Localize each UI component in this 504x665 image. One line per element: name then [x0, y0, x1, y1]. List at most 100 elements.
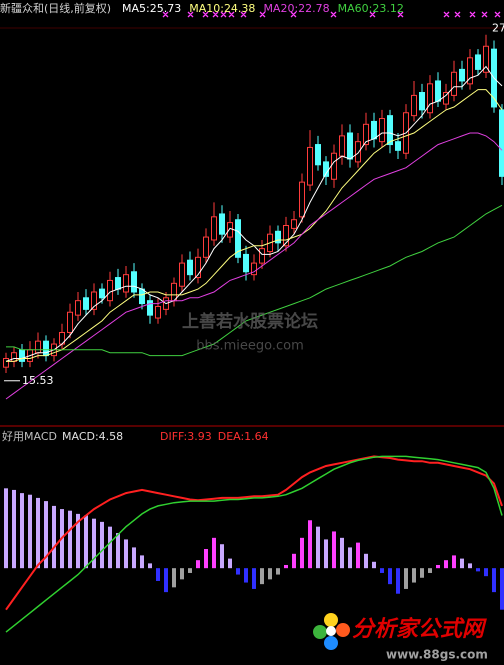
- macd-bar: [52, 505, 56, 569]
- candle-body: [355, 141, 361, 163]
- macd-bar: [420, 568, 424, 578]
- candle-body: [91, 291, 97, 310]
- legend-entry: DEA:1.64: [218, 430, 269, 443]
- candle-body: [251, 262, 257, 276]
- candle-body: [155, 305, 161, 319]
- candle-body: [475, 54, 481, 70]
- legend-entry: MACD:4.58: [62, 430, 123, 443]
- legend-entry: MA5:25.73: [122, 2, 181, 15]
- macd-bar: [284, 564, 288, 569]
- candle-body: [291, 219, 297, 229]
- macd-bar: [308, 520, 312, 569]
- macd-bar: [220, 544, 224, 569]
- candle-body: [43, 340, 49, 357]
- candle-body: [387, 115, 393, 146]
- ma-line: [6, 89, 503, 362]
- candle-body: [419, 92, 425, 111]
- macd-line: [5, 455, 503, 611]
- macd-bar: [116, 533, 120, 569]
- macd-bar: [148, 563, 152, 569]
- macd-bar: [140, 555, 144, 569]
- macd-bar: [76, 513, 80, 569]
- logo-icon: [313, 613, 350, 650]
- macd-bar: [28, 494, 32, 569]
- candle-body: [115, 277, 121, 290]
- candle-body: [179, 262, 185, 287]
- candle-body: [275, 230, 281, 244]
- signal-markers: [162, 11, 501, 18]
- macd-bar: [268, 568, 272, 580]
- legend-entry: MA10:24.38: [189, 2, 255, 15]
- candle-body: [259, 248, 265, 264]
- macd-bar: [180, 568, 184, 580]
- macd-bar: [164, 568, 168, 593]
- macd-bar: [428, 568, 432, 573]
- macd-bar: [20, 493, 24, 569]
- candle-body: [219, 213, 225, 235]
- candle-body: [283, 225, 289, 247]
- macd-bar: [324, 539, 328, 569]
- candle-body: [435, 80, 441, 102]
- macd-bar: [124, 539, 128, 569]
- macd-bar: [436, 564, 440, 569]
- candle-body: [187, 259, 193, 276]
- macd-bar: [484, 568, 488, 577]
- candle-body: [499, 109, 504, 177]
- macd-bar: [444, 560, 448, 569]
- macd-bar: [380, 568, 384, 573]
- macd-bar: [348, 547, 352, 569]
- macd-bar: [228, 558, 232, 569]
- watermark-url: bbs.mieego.com: [196, 339, 304, 354]
- candle-body: [235, 219, 241, 258]
- candle-body: [371, 120, 377, 140]
- candle-body: [379, 118, 385, 143]
- macd-bar: [372, 561, 376, 569]
- low-marker: 15.53: [22, 374, 54, 387]
- marks: MA5:25.73 MA10:24.38 MA20:22.78 MA60:23.12 1…: [3, 2, 504, 633]
- ma-line: [5, 132, 503, 400]
- candle-body: [299, 181, 305, 218]
- macd-bar: [212, 537, 216, 569]
- macd-bar: [188, 568, 192, 573]
- macd-bar: [500, 568, 504, 610]
- candle-body: [227, 222, 233, 238]
- macd-bar: [388, 568, 392, 585]
- macd-bar: [356, 542, 360, 569]
- candle-body: [307, 146, 313, 186]
- macd-bar: [452, 555, 456, 569]
- candle-body: [427, 83, 433, 114]
- legend-entry: MA20:22.78: [263, 2, 329, 15]
- macd-bar: [260, 568, 264, 585]
- macd-bar: [276, 568, 280, 575]
- candle-body: [411, 94, 417, 117]
- candle-body: [331, 152, 337, 180]
- candle-body: [3, 358, 9, 368]
- macd-bar: [204, 549, 208, 569]
- macd-bar: [404, 568, 408, 589]
- macd-bar: [172, 568, 176, 588]
- candle-body: [395, 141, 401, 151]
- candle-body: [243, 253, 249, 273]
- macd-bar: [292, 553, 296, 569]
- candle-body: [363, 123, 369, 146]
- candle-body: [459, 68, 465, 82]
- legend-entry: DIFF:3.93: [160, 430, 212, 443]
- macd-bar: [244, 568, 248, 583]
- candle-body: [99, 288, 105, 299]
- macd-bar: [252, 568, 256, 589]
- macd-bar: [84, 515, 88, 569]
- candle-body: [139, 288, 145, 305]
- macd-bar: [44, 501, 48, 569]
- high-marker: 27: [492, 22, 504, 35]
- macd-bar: [236, 568, 240, 575]
- macd-bar: [196, 560, 200, 569]
- candle-body: [195, 256, 201, 279]
- candle-body: [131, 271, 137, 293]
- chart-title: 新疆众和(日线,前复权): [0, 1, 111, 15]
- macd-bar: [412, 568, 416, 583]
- candle-body: [211, 216, 217, 241]
- watermark-title: 上善若水股票论坛: [182, 311, 318, 332]
- macd-bar: [316, 526, 320, 569]
- candle-body: [467, 57, 473, 85]
